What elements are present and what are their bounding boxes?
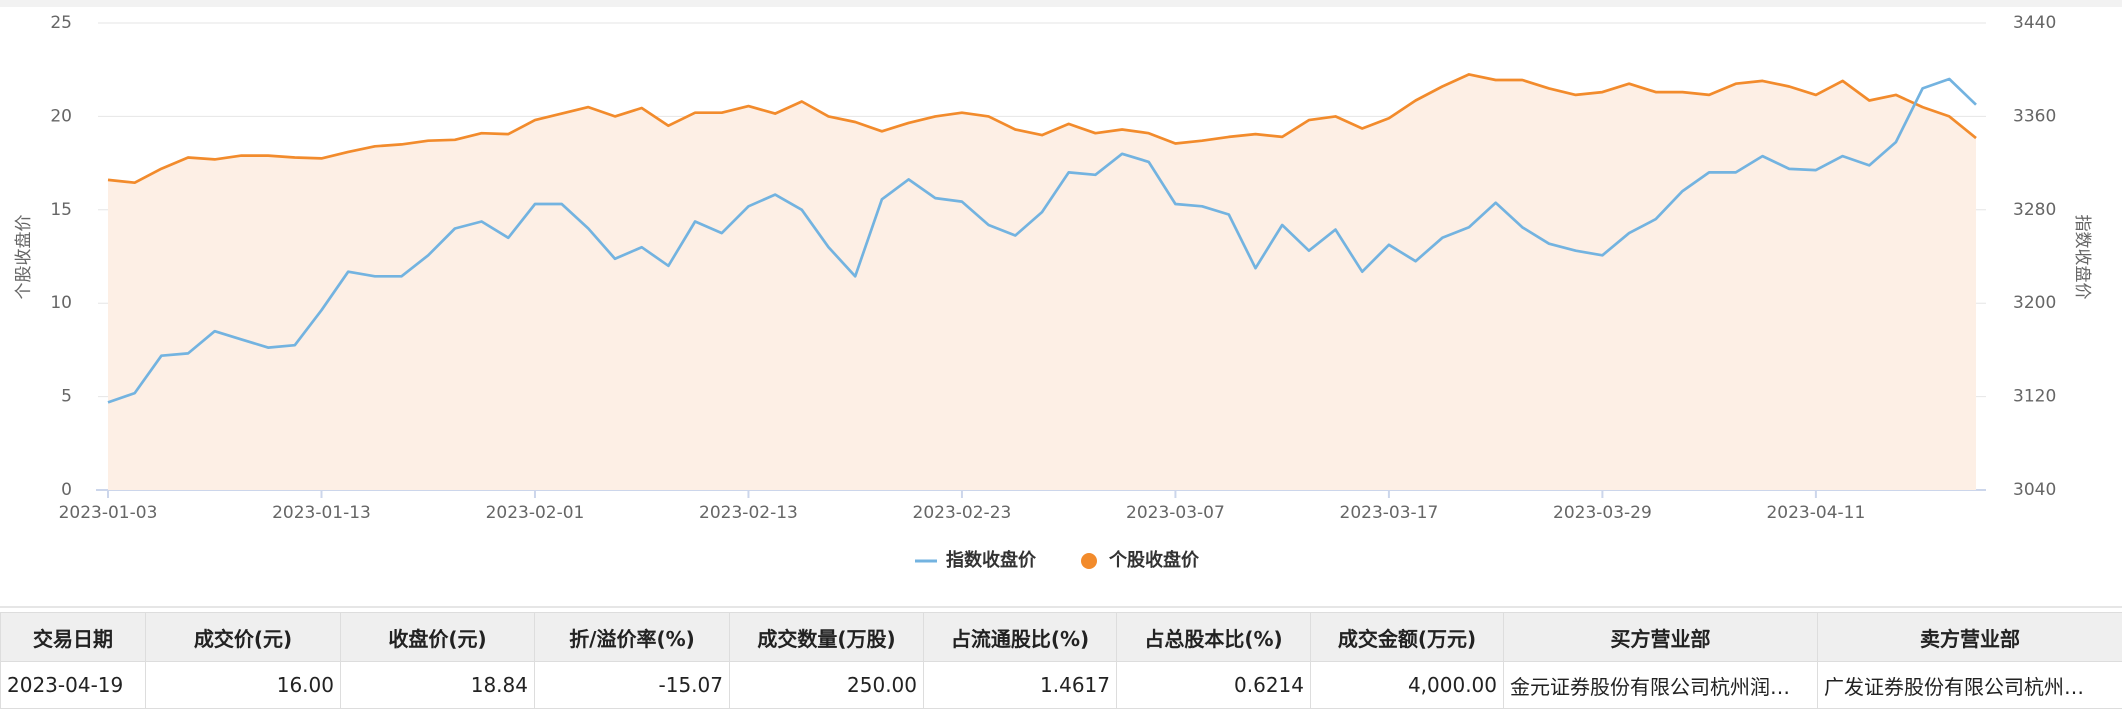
header-cell: 占流通股比(%) <box>924 613 1117 662</box>
y2-tick-label: 3040 <box>2013 480 2056 500</box>
header-row: 交易日期成交价(元)收盘价(元)折/溢价率(%)成交数量(万股)占流通股比(%)… <box>1 613 2122 662</box>
table-cell: 250.00 <box>730 662 924 709</box>
y2-tick-label: 3360 <box>2013 106 2056 126</box>
table-cell: 0.6214 <box>1117 662 1311 709</box>
table-cell: 18.84 <box>341 662 535 709</box>
table-cell: 广发证券股份有限公司杭州… <box>1818 662 2122 709</box>
x-tick-label: 2023-03-17 <box>1340 503 1439 523</box>
table-cell: 16.00 <box>146 662 341 709</box>
header-cell: 交易日期 <box>1 613 146 662</box>
x-tick-label: 2023-01-03 <box>59 503 158 523</box>
header-cell: 买方营业部 <box>1504 613 1818 662</box>
y2-tick-label: 3440 <box>2013 13 2056 33</box>
y2-axis-title: 指数收盘价 <box>2072 215 2092 300</box>
header-cell: 收盘价(元) <box>341 613 535 662</box>
y2-tick-label: 3280 <box>2013 200 2056 220</box>
legend-symbol <box>1081 553 1097 569</box>
table-cell: 1.4617 <box>924 662 1117 709</box>
header-cell: 成交数量(万股) <box>730 613 924 662</box>
y-axis-title: 个股收盘价 <box>14 215 34 300</box>
header-cell: 卖方营业部 <box>1818 613 2122 662</box>
y2-tick-label: 3200 <box>2013 293 2056 313</box>
legend-label: 个股收盘价 <box>1108 549 1200 571</box>
header-cell: 成交价(元) <box>146 613 341 662</box>
y-tick-label: 0 <box>61 480 72 500</box>
y-tick-label: 15 <box>50 200 72 220</box>
x-tick-label: 2023-02-01 <box>486 503 585 523</box>
table-cell: 4,000.00 <box>1311 662 1504 709</box>
table-cell: 金元证券股份有限公司杭州润… <box>1504 662 1818 709</box>
table-cell: 2023-04-19 <box>1 662 146 709</box>
y-tick-label: 25 <box>50 13 72 33</box>
x-tick-label: 2023-01-13 <box>272 503 371 523</box>
area <box>108 74 1976 490</box>
x-tick-label: 2023-03-07 <box>1126 503 1225 523</box>
header-cell: 成交金额(万元) <box>1311 613 1504 662</box>
header-cell: 折/溢价率(%) <box>535 613 730 662</box>
legend-label: 指数收盘价 <box>946 549 1037 571</box>
chart: 个股收盘价 指数收盘价 0 5 10 15 20 25 3040 3120 3200 3280 33… <box>0 0 2122 608</box>
y-tick-label: 20 <box>50 106 72 126</box>
deal-table: 交易日期成交价(元)收盘价(元)折/溢价率(%)成交数量(万股)占流通股比(%)… <box>0 612 2122 709</box>
x-tick-label: 2023-03-29 <box>1553 503 1652 523</box>
y2-tick-label: 3120 <box>2013 387 2056 407</box>
x-tick-label: 2023-04-11 <box>1766 503 1865 523</box>
x-tick-label: 2023-02-23 <box>913 503 1012 523</box>
y-tick-label: 5 <box>61 387 72 407</box>
header-cell: 占总股本比(%) <box>1117 613 1311 662</box>
x-tick-label: 2023-02-13 <box>699 503 798 523</box>
table-cell: -15.07 <box>535 662 730 709</box>
y-tick-label: 10 <box>50 293 72 313</box>
